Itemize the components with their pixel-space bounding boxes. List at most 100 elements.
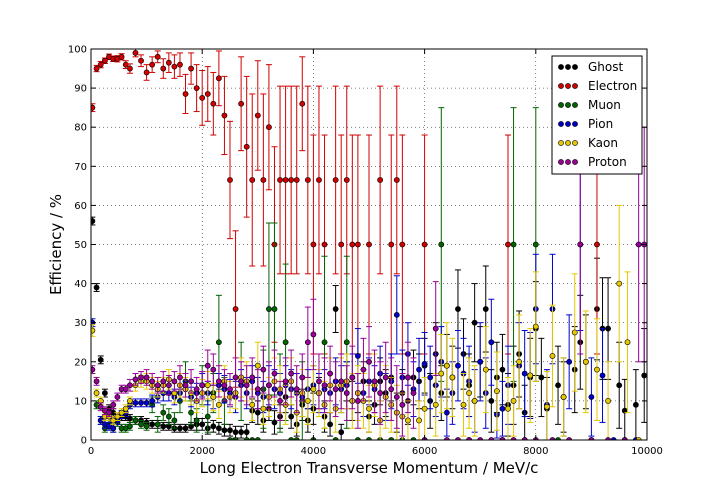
ghost-point <box>471 319 478 326</box>
proton-point <box>215 378 222 385</box>
ghost-point <box>616 382 623 389</box>
legend-marker <box>565 121 571 127</box>
kaon-point <box>416 417 422 424</box>
y-tick-label: 60 <box>74 201 87 212</box>
kaon-point <box>616 280 623 287</box>
ghost-point <box>254 409 261 416</box>
muon-point <box>193 417 200 424</box>
kaon-point <box>460 401 467 408</box>
proton-point <box>338 378 345 385</box>
x-tick-label: 10000 <box>631 446 663 457</box>
y-tick-label: 20 <box>74 357 87 368</box>
kaon-point <box>432 401 439 408</box>
electron-point <box>199 94 206 101</box>
pion-point <box>421 360 428 367</box>
electron-point <box>91 104 96 111</box>
proton-point <box>377 390 384 396</box>
electron-point <box>204 91 211 97</box>
proton-point <box>232 374 239 381</box>
electron-point <box>316 177 322 183</box>
electron-point <box>93 65 100 72</box>
ghost-point <box>632 401 639 408</box>
muon-point <box>143 423 150 430</box>
proton-point <box>393 394 400 400</box>
kaon-point <box>549 353 556 359</box>
kaon-point <box>449 374 456 381</box>
kaon-point <box>471 397 478 404</box>
ghost-point <box>641 372 647 379</box>
ghost-point <box>227 427 233 434</box>
pion-point <box>588 394 595 400</box>
kaon-point <box>532 323 539 330</box>
proton-point <box>410 390 417 396</box>
ghost-point <box>182 425 189 432</box>
electron-point <box>118 53 125 60</box>
proton-point <box>405 374 411 381</box>
y-tick-label: 40 <box>74 279 87 290</box>
pion-point <box>455 362 461 369</box>
kaon-point <box>204 382 211 389</box>
ghost-point <box>288 413 295 420</box>
proton-point <box>360 366 367 373</box>
muon-point <box>171 417 178 424</box>
proton-point <box>193 386 200 393</box>
proton-point <box>204 362 211 369</box>
proton-point <box>635 241 642 248</box>
kaon-point <box>482 366 489 373</box>
legend: Ghost Electron Muon Pion Kaon Proton <box>551 55 643 175</box>
y-tick-label: 30 <box>74 318 87 329</box>
ghost-point <box>232 429 239 436</box>
electron-point <box>321 241 328 248</box>
proton-point <box>316 378 322 385</box>
legend-marker <box>558 121 564 127</box>
proton-point <box>271 370 278 377</box>
electron-point <box>227 177 233 183</box>
muon-point <box>321 339 328 346</box>
electron-point <box>165 59 172 66</box>
kaon-point <box>260 405 267 412</box>
kaon-point <box>421 405 428 412</box>
proton-point <box>221 382 228 389</box>
series-electron <box>91 49 600 388</box>
proton-point <box>321 382 328 389</box>
kaon-point <box>582 358 589 365</box>
electron-point <box>393 177 400 183</box>
proton-point <box>160 378 167 385</box>
electron-point <box>210 100 217 107</box>
ghost-point <box>482 306 489 312</box>
muon-point <box>188 409 194 416</box>
kaon-point <box>510 397 517 404</box>
legend-marker <box>572 159 578 165</box>
kaon-point <box>527 372 534 379</box>
pion-point <box>138 399 144 406</box>
muon-point <box>204 413 211 420</box>
electron-point <box>188 65 194 72</box>
proton-point <box>399 401 406 408</box>
legend-item-pion: Pion <box>558 117 613 131</box>
kaon-point <box>249 401 256 408</box>
legend-marker <box>572 102 578 108</box>
y-tick-label: 0 <box>81 436 87 447</box>
muon-point <box>266 306 272 312</box>
electron-point <box>102 57 108 64</box>
proton-point <box>388 386 395 393</box>
kaon-point <box>505 405 511 412</box>
electron-point <box>154 53 161 60</box>
ghost-point <box>271 419 278 426</box>
legend-marker <box>565 140 571 146</box>
proton-point <box>182 382 189 389</box>
pion-point <box>354 353 361 359</box>
kaon-point <box>215 401 222 408</box>
legend-marker <box>558 64 564 70</box>
electron-point <box>160 65 167 72</box>
proton-point <box>327 370 333 377</box>
x-tick-label: 2000 <box>189 446 214 457</box>
ghost-point <box>127 415 133 422</box>
pion-point <box>488 339 495 346</box>
electron-point <box>127 65 133 72</box>
proton-point <box>382 374 389 381</box>
ghost-point <box>91 218 96 224</box>
proton-point <box>293 386 300 393</box>
electron-point <box>338 241 345 248</box>
proton-point <box>349 374 356 381</box>
